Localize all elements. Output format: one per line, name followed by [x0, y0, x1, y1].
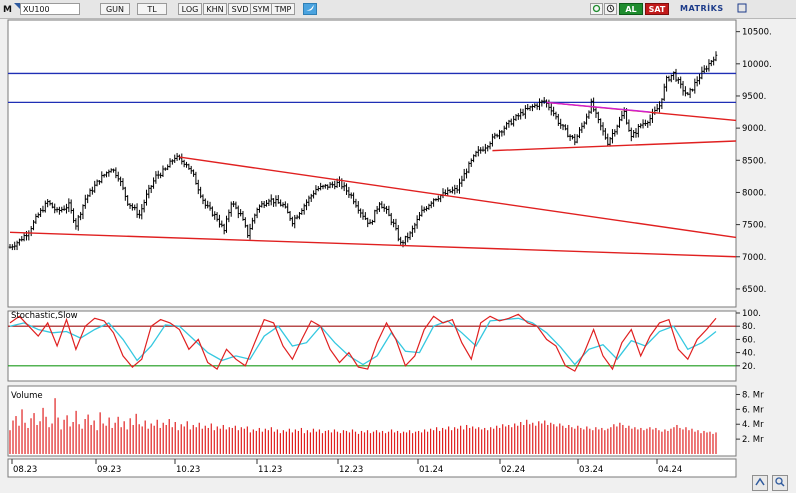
- date-tick-label: 12.23: [339, 465, 363, 475]
- date-tick-label: 02.24: [501, 465, 525, 475]
- price-tick-label: 10000.: [742, 60, 772, 70]
- price-tick-label: 8000.: [742, 188, 766, 198]
- price-tick-label: 10500.: [742, 28, 772, 38]
- buy-button[interactable]: AL: [619, 3, 643, 15]
- stochastic-tick-label: 100.: [742, 309, 761, 319]
- price-layer: [8, 51, 737, 258]
- trend-line-1: [9, 231, 737, 258]
- scroll-button[interactable]: [752, 475, 768, 491]
- refresh-icon: [592, 4, 601, 13]
- volume-tick-label: 6. Mr: [742, 405, 764, 415]
- symbol-field[interactable]: XU100: [20, 3, 80, 15]
- brand-icon: [737, 3, 748, 15]
- date-tick-label: 01.24: [419, 465, 443, 475]
- stochastic-k-line: [9, 313, 717, 372]
- ohlc-bar: [714, 51, 718, 62]
- date-tick-label: 03.24: [579, 465, 603, 475]
- date-tick-label: 10.23: [176, 465, 200, 475]
- currency-button[interactable]: TL: [137, 3, 167, 15]
- volume-layer: [9, 398, 717, 454]
- price-tick-label: 7500.: [742, 221, 766, 231]
- clock-button[interactable]: [604, 3, 617, 15]
- sym-button[interactable]: SYM: [250, 3, 272, 15]
- price-tick-label: 9000.: [742, 124, 766, 134]
- stochastic-title: Stochastic,Slow: [11, 311, 78, 321]
- twitter-icon: [306, 5, 314, 11]
- twitter-button[interactable]: [303, 3, 317, 15]
- zoom-icon: [775, 477, 785, 487]
- date-axis: [7, 458, 737, 478]
- toolbar: M XU100 GUN TL LOG KHN SVD SYM TMP AL SA…: [0, 0, 796, 19]
- khn-button[interactable]: KHN: [203, 3, 227, 15]
- tmp-button[interactable]: TMP: [271, 3, 295, 15]
- volume-tick-label: 8. Mr: [742, 390, 764, 400]
- trend-line-3: [492, 140, 737, 152]
- stochastic-panel: [7, 310, 737, 382]
- volume-tick-label: 2. Mr: [742, 435, 764, 445]
- price-panel: [7, 19, 737, 308]
- expand-arrow-icon: [14, 3, 20, 9]
- clock-icon: [606, 4, 615, 13]
- stochastic-tick-label: 80.: [742, 322, 756, 332]
- price-tick-label: 7000.: [742, 253, 766, 263]
- svd-button[interactable]: SVD: [228, 3, 252, 15]
- chart-area: 6500. 7000. 7500. 8000. 8500. 9000. 9500. 10000…: [7, 19, 772, 478]
- brand-mark-icon: [737, 3, 747, 13]
- date-tick-label: 11.23: [258, 465, 282, 475]
- date-tick-label: 04.24: [658, 465, 682, 475]
- wedge-segment: [546, 101, 651, 113]
- stochastic-layer: [8, 313, 736, 372]
- scroll-icon: [755, 477, 765, 486]
- log-button[interactable]: LOG: [178, 3, 202, 15]
- stochastic-tick-label: 60.: [742, 335, 756, 345]
- date-tick-label: 09.23: [97, 465, 121, 475]
- period-button[interactable]: GUN: [100, 3, 130, 15]
- price-tick-label: 8500.: [742, 156, 766, 166]
- brand-logo: MATRİKS: [680, 4, 724, 13]
- axis-layer: 6500. 7000. 7500. 8000. 8500. 9000. 9500. 10000…: [11, 28, 772, 475]
- expand-icon[interactable]: [13, 2, 21, 10]
- stochastic-d-line: [9, 317, 717, 366]
- price-tick-label: 9500.: [742, 92, 766, 102]
- volume-panel: [7, 385, 737, 457]
- volume-tick-label: 4. Mr: [742, 420, 764, 430]
- trend-line-0: [179, 156, 737, 239]
- price-tick-label: 6500.: [742, 285, 766, 295]
- zoom-button[interactable]: [772, 475, 788, 491]
- refresh-button[interactable]: [590, 3, 603, 15]
- stochastic-tick-label: 20.: [742, 362, 756, 372]
- stochastic-tick-label: 40.: [742, 349, 756, 359]
- mode-letter[interactable]: M: [3, 5, 12, 15]
- volume-title: Volume: [11, 391, 43, 401]
- sell-button[interactable]: SAT: [645, 3, 669, 15]
- date-tick-label: 08.23: [13, 465, 37, 475]
